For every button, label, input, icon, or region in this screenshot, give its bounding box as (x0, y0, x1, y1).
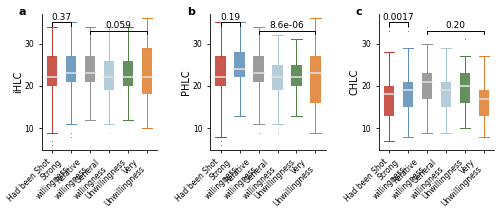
Text: c: c (356, 7, 362, 17)
Point (274, 127, 281, 130)
Point (105, 131, 113, 134)
Point (216, 140, 224, 143)
Bar (272, 65, 282, 90)
Bar (142, 48, 152, 95)
Bar (123, 61, 133, 86)
Point (48, 144, 56, 147)
Point (404, 25, 412, 28)
Text: 0.059: 0.059 (106, 21, 132, 30)
Text: a: a (18, 7, 26, 17)
Text: 0.0017: 0.0017 (383, 13, 414, 22)
Bar (310, 56, 320, 103)
Text: 0.37: 0.37 (52, 13, 72, 22)
Point (404, 21, 412, 24)
Bar (460, 73, 470, 103)
Bar (85, 56, 95, 82)
Y-axis label: CHLC: CHLC (350, 68, 360, 95)
Bar (47, 56, 58, 86)
Point (385, 21, 393, 24)
Point (274, 16, 281, 20)
Point (461, 38, 469, 41)
Text: 0.20: 0.20 (446, 21, 466, 30)
Point (216, 144, 224, 147)
Point (404, 29, 412, 33)
Point (423, 25, 431, 28)
Bar (479, 90, 489, 116)
Point (385, 29, 393, 33)
Bar (104, 61, 114, 90)
Bar (254, 56, 264, 82)
Point (385, 25, 393, 28)
Bar (403, 82, 413, 107)
Bar (216, 56, 226, 86)
Point (67, 131, 75, 134)
Y-axis label: PHLC: PHLC (182, 69, 192, 95)
Bar (441, 82, 452, 107)
Point (442, 29, 450, 33)
Point (67, 135, 75, 139)
Bar (66, 56, 76, 82)
Point (254, 131, 262, 134)
Point (423, 29, 431, 33)
Bar (422, 73, 432, 99)
Point (274, 131, 281, 134)
Y-axis label: iHLC: iHLC (13, 71, 23, 93)
Bar (292, 65, 302, 86)
Text: 8.6e-06: 8.6e-06 (270, 21, 304, 30)
Bar (234, 52, 245, 77)
Text: 0.19: 0.19 (220, 13, 240, 22)
Text: b: b (187, 7, 195, 17)
Point (48, 140, 56, 143)
Bar (384, 86, 394, 116)
